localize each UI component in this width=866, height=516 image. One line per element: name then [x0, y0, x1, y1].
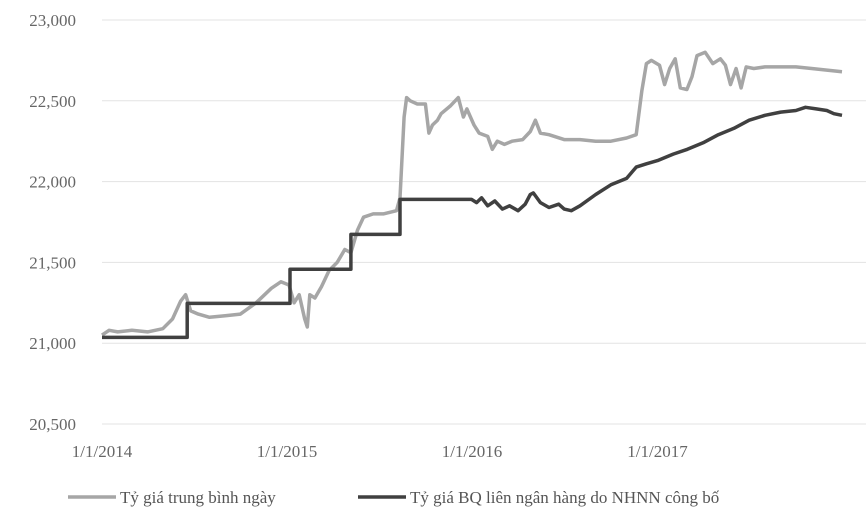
- y-tick-label: 22,000: [29, 173, 76, 192]
- x-tick-label: 1/1/2017: [627, 442, 688, 461]
- series-line-1: [101, 50, 843, 337]
- y-tick-label: 23,000: [29, 11, 76, 30]
- y-tick-label: 22,500: [29, 92, 76, 111]
- legend-label-1: Tỷ giá trung bình ngày: [120, 488, 276, 507]
- series-lines: [101, 50, 843, 340]
- x-tick-label: 1/1/2014: [72, 442, 133, 461]
- x-tick-label: 1/1/2015: [257, 442, 317, 461]
- y-tick-label: 21,000: [29, 334, 76, 353]
- y-tick-label: 20,500: [29, 415, 76, 434]
- x-axis-ticks: 1/1/2014 1/1/2015 1/1/2016 1/1/2017: [72, 442, 688, 461]
- series-line-2: [102, 105, 843, 340]
- x-tick-label: 1/1/2016: [442, 442, 502, 461]
- legend: Tỷ giá trung bình ngày Tỷ giá BQ liên ngâ…: [68, 488, 720, 507]
- gridlines: [102, 19, 866, 425]
- y-tick-label: 21,500: [29, 253, 76, 272]
- legend-label-2: Tỷ giá BQ liên ngân hàng do NHNN công bố: [410, 488, 720, 507]
- y-axis-ticks: 20,500 21,000 21,500 22,000 22,500 23,000: [29, 11, 76, 434]
